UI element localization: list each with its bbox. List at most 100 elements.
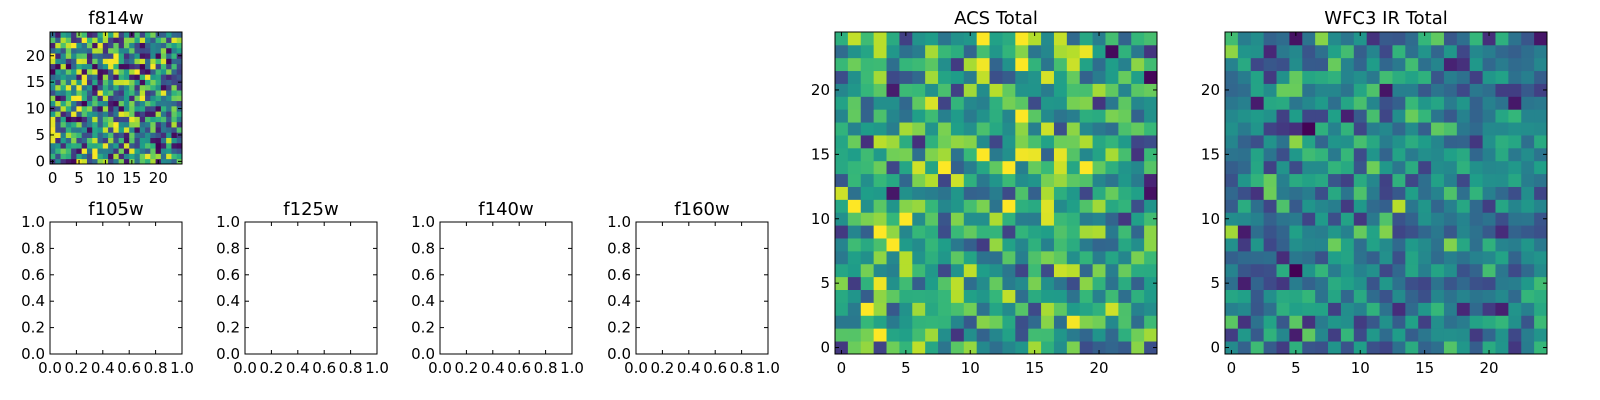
heatmap-cell	[1443, 250, 1458, 265]
x-tick-label: 15	[1025, 359, 1044, 377]
heatmap-cell	[102, 68, 109, 75]
heatmap-cell	[1534, 341, 1548, 355]
heatmap-cell	[835, 160, 849, 175]
heatmap-cell	[950, 122, 965, 136]
heatmap-cell	[1066, 212, 1081, 226]
heatmap-cell	[950, 250, 965, 265]
heatmap-cell	[963, 250, 978, 265]
heatmap-cell	[1225, 186, 1239, 200]
heatmap-cell	[1469, 302, 1483, 316]
heatmap-cell	[1521, 70, 1535, 84]
heatmap-cell	[145, 142, 151, 149]
heatmap-cell	[134, 95, 141, 102]
heatmap-cell	[1495, 44, 1509, 59]
heatmap-cell	[1340, 186, 1355, 200]
heatmap-cell	[92, 148, 98, 154]
heatmap-cell	[171, 153, 178, 160]
heatmap-cell	[76, 68, 83, 75]
heatmap-cell	[1418, 83, 1432, 97]
heatmap-cell	[145, 53, 151, 59]
y-tick-label: 0.6	[411, 266, 435, 284]
heatmap-cell	[55, 100, 61, 107]
heatmap-cell	[150, 32, 156, 38]
heatmap-cell	[139, 121, 146, 128]
heatmap-cell	[97, 132, 104, 138]
heatmap-cell	[145, 68, 151, 75]
heatmap-cell	[886, 212, 900, 226]
heatmap-cell	[1118, 212, 1132, 226]
heatmap-cell	[989, 263, 1003, 278]
heatmap-cell	[60, 158, 67, 165]
x-tick-label: 0	[837, 359, 847, 377]
heatmap-cell	[102, 100, 109, 107]
heatmap-cell	[1263, 147, 1277, 162]
heatmap-cell	[1079, 186, 1093, 200]
heatmap-cell	[1118, 225, 1132, 239]
heatmap-cell	[1092, 57, 1106, 72]
heatmap-cell	[108, 79, 114, 86]
heatmap-cell	[76, 116, 83, 123]
heatmap-cell	[1353, 160, 1368, 175]
heatmap-cell	[873, 109, 887, 123]
y-tick-label: 1.0	[607, 213, 631, 231]
heatmap-cell	[1418, 341, 1432, 355]
heatmap-cell	[925, 96, 939, 110]
heatmap-cell	[1353, 173, 1368, 187]
heatmap-cell	[1289, 186, 1303, 200]
heatmap-cell	[1053, 70, 1068, 84]
heatmap-cell	[1015, 250, 1029, 265]
heatmap-cell	[1225, 250, 1239, 265]
heatmap-cell	[1066, 57, 1081, 72]
heatmap-cell	[860, 32, 875, 46]
heatmap-cell	[1315, 341, 1329, 355]
heatmap-cell	[1443, 44, 1458, 59]
heatmap-cell	[860, 302, 875, 316]
heatmap-cell	[129, 111, 135, 117]
heatmap-cell	[118, 142, 125, 149]
heatmap-cell	[81, 90, 88, 96]
heatmap-cell	[963, 276, 978, 290]
heatmap-cell	[1482, 263, 1496, 278]
heatmap-cell	[108, 68, 114, 75]
heatmap-cell	[1131, 328, 1145, 342]
heatmap-cell	[1002, 212, 1016, 226]
heatmap-cell	[1315, 135, 1329, 149]
heatmap-cell	[1443, 83, 1458, 97]
heatmap-cell	[134, 47, 141, 54]
heatmap-cell	[1053, 315, 1068, 329]
heatmap-cell	[1015, 32, 1029, 46]
heatmap-cell	[1144, 276, 1158, 290]
heatmap-cell	[976, 315, 990, 329]
heatmap-cell	[102, 95, 109, 102]
heatmap-cell	[1534, 44, 1548, 59]
heatmap-cell	[1092, 96, 1106, 110]
heatmap-cell	[76, 148, 83, 154]
heatmap-cell	[171, 116, 178, 123]
heatmap-cell	[1366, 135, 1380, 149]
heatmap-cell	[1237, 212, 1252, 226]
x-tick-label: 0.4	[286, 359, 310, 377]
heatmap-cell	[113, 84, 120, 91]
heatmap-cell	[976, 147, 990, 162]
heatmap-cell	[1225, 212, 1239, 226]
heatmap-cell	[899, 263, 913, 278]
heatmap-cell	[129, 153, 135, 160]
heatmap-cell	[1315, 57, 1329, 72]
heatmap-cell	[155, 100, 162, 107]
heatmap-cell	[847, 315, 862, 329]
heatmap-cell	[113, 116, 120, 123]
heatmap-cell	[912, 289, 926, 303]
heatmap-cell	[60, 47, 67, 54]
y-tick-label: 10	[811, 210, 830, 228]
heatmap-cell	[139, 58, 146, 65]
heatmap-cell	[171, 42, 178, 49]
heatmap-cell	[1340, 225, 1355, 239]
heatmap-cell	[1328, 57, 1342, 72]
heatmap-cell	[1302, 225, 1316, 239]
heatmap-cell	[1002, 70, 1016, 84]
heatmap-cell	[86, 42, 93, 49]
heatmap-cell	[65, 84, 72, 91]
heatmap-cell	[925, 186, 939, 200]
heatmap-cell	[860, 160, 875, 175]
heatmap-cell	[1118, 122, 1132, 136]
